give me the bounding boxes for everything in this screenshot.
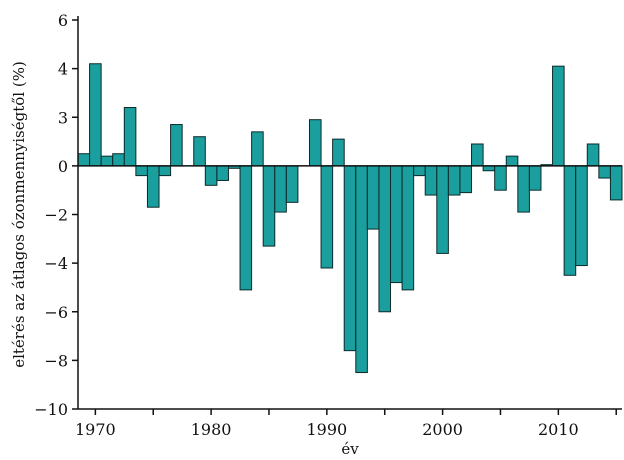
bar-1983 (239, 165, 253, 291)
bar-2003 (471, 143, 484, 167)
bar-1985 (262, 165, 276, 247)
bar-2011 (563, 165, 577, 276)
y-tick-label: 4 (58, 60, 68, 79)
bar-1986 (274, 165, 287, 213)
bar-1975 (146, 165, 160, 208)
x-tick-label: 1970 (75, 420, 116, 439)
bars-group (77, 63, 623, 374)
x-tick-label: 2010 (538, 420, 579, 439)
bar-1971 (100, 155, 114, 167)
bar-1998 (413, 165, 426, 177)
bar-2014 (598, 165, 611, 179)
bar-1994 (366, 165, 380, 230)
bar-1980 (204, 165, 218, 186)
y-ticks: 6 4 3 0 −2 −4 −6 −8 −10 (34, 11, 78, 419)
bar-2002 (459, 165, 473, 194)
bar-1981 (216, 165, 229, 181)
bar-1979 (193, 136, 206, 167)
bar-1984 (251, 131, 264, 167)
bar-2010 (552, 65, 565, 167)
bar-1970 (89, 63, 102, 167)
y-tick-label: −4 (44, 254, 68, 273)
y-tick-label: −8 (44, 351, 68, 370)
x-ticks: 1970 1980 1990 2000 2010 (75, 409, 617, 439)
bar-2012 (575, 165, 588, 267)
bar-1987 (285, 165, 299, 203)
y-tick-label: −2 (44, 206, 68, 225)
bar-1997 (401, 165, 415, 291)
bar-1990 (320, 165, 334, 269)
bar-1992 (343, 165, 357, 352)
bar-1995 (378, 165, 392, 313)
bar-1989 (308, 119, 322, 167)
bar-1974 (135, 165, 148, 177)
bar-2015 (609, 165, 623, 201)
bar-1977 (170, 124, 183, 167)
bar-2007 (517, 165, 530, 213)
bar-2006 (505, 155, 519, 167)
bar-1969 (77, 153, 91, 167)
y-tick-label: 6 (58, 11, 68, 30)
x-axis-title: év (341, 440, 359, 458)
bar-1996 (390, 165, 403, 284)
x-tick-label: 2000 (422, 420, 463, 439)
bar-1999 (424, 165, 438, 196)
y-tick-label: −10 (34, 400, 68, 419)
x-tick-label: 1980 (191, 420, 232, 439)
x-tick-label: 1990 (306, 420, 347, 439)
bar-1973 (123, 107, 137, 167)
y-tick-label: 0 (58, 157, 68, 176)
y-axis-title: eltérés az átlagos ózonmennyiségtől (%) (10, 61, 28, 368)
bar-1972 (112, 153, 125, 167)
bar-1991 (332, 138, 345, 167)
y-tick-label: 3 (58, 108, 68, 127)
y-tick-label: −6 (44, 303, 68, 322)
bar-2000 (436, 165, 449, 254)
bar-2005 (494, 165, 507, 191)
bar-2013 (586, 143, 600, 167)
bar-1976 (158, 165, 172, 177)
bar-2001 (447, 165, 461, 196)
bar-2008 (528, 165, 542, 191)
bar-1993 (355, 165, 368, 374)
